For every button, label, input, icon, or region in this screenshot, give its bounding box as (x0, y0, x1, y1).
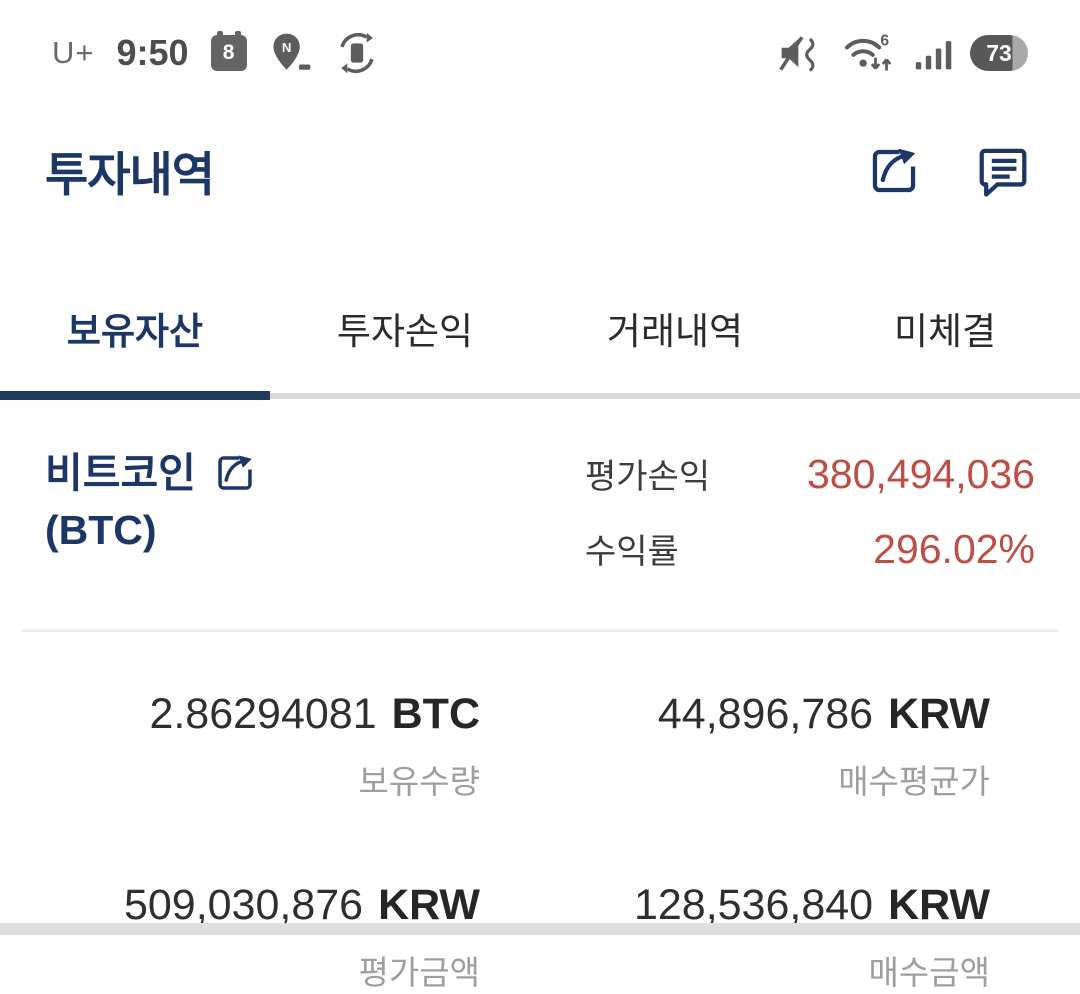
battery-percent: 73 (986, 39, 1012, 66)
profit-metrics: 평가손익 380,494,036 수익률 296.02% (585, 445, 1035, 599)
return-rate-label: 수익률 (585, 533, 679, 571)
battery-icon: 73 (970, 35, 1028, 71)
coin-symbol: (BTC) (45, 506, 157, 553)
stat-value: 128,536,840 (633, 881, 874, 929)
clock-time: 9:50 (116, 32, 189, 73)
stat-unit: KRW (378, 881, 480, 929)
share-button[interactable] (864, 143, 924, 199)
stat-buy-amount: 128,536,840 KRW 매수금액 (480, 881, 1035, 994)
auto-rotate-icon (335, 31, 379, 75)
stat-holding-quantity: 2.86294081 BTC 보유수량 (0, 690, 480, 803)
valuation-profit-row: 평가손익 380,494,036 (585, 449, 1035, 498)
coin-name: 비트코인 (45, 450, 196, 496)
stat-label: 매수금액 (868, 954, 990, 991)
chat-memo-icon (974, 143, 1032, 199)
valuation-profit-label: 평가손익 (585, 458, 711, 496)
stat-unit: KRW (888, 881, 990, 929)
tab-open-orders[interactable]: 미체결 (810, 271, 1080, 399)
page-header: 투자내역 (0, 92, 1080, 205)
share-icon (864, 143, 924, 199)
stat-label: 매수평균가 (838, 763, 990, 800)
mute-vibrate-icon (776, 31, 826, 75)
tab-bar: 보유자산 투자손익 거래내역 미체결 (0, 271, 1080, 400)
stat-avg-buy-price: 44,896,786 KRW 매수평균가 (480, 690, 1035, 803)
location-pin-icon: N (269, 31, 313, 75)
tab-holdings[interactable]: 보유자산 (0, 271, 270, 400)
stat-value: 44,896,786 (657, 690, 874, 738)
svg-text:N: N (281, 40, 291, 55)
wifi-standard-label: 6 (880, 33, 889, 50)
section-divider (22, 629, 1058, 632)
signal-strength-icon (914, 33, 954, 73)
holding-stats: 2.86294081 BTC 보유수량 44,896,786 KRW 매수평균가 5… (0, 632, 1080, 994)
stat-unit: KRW (888, 690, 990, 738)
return-rate-value: 296.02% (873, 526, 1035, 572)
stat-value: 509,030,876 (123, 881, 364, 929)
page-title: 투자내역 (45, 148, 215, 201)
stat-label: 보유수량 (358, 763, 480, 800)
return-rate-row: 수익률 296.02% (585, 524, 1035, 573)
status-bar: U+ 9:50 8 N (0, 0, 1080, 92)
stat-label: 평가금액 (358, 954, 480, 991)
carrier-label: U+ (52, 35, 95, 70)
coin-info: 비트코인 (BTC) (45, 445, 258, 599)
share-icon (212, 451, 258, 495)
stat-unit: BTC (391, 690, 480, 738)
coin-share-button[interactable] (212, 451, 258, 495)
asset-card: 비트코인 (BTC) 평가손익 380,494,036 수익률 296.02% (0, 399, 1080, 599)
bottom-divider-bar (0, 923, 1080, 935)
tab-profit-loss[interactable]: 투자손익 (270, 271, 540, 399)
tab-trade-history[interactable]: 거래내역 (540, 271, 810, 399)
wifi-icon: 6 (842, 30, 898, 76)
valuation-profit-value: 380,494,036 (806, 451, 1035, 497)
stat-value: 2.86294081 (149, 690, 377, 738)
calendar-icon: 8 (210, 31, 247, 71)
memo-button[interactable] (974, 143, 1032, 199)
stat-valuation-amount: 509,030,876 KRW 평가금액 (0, 881, 480, 994)
